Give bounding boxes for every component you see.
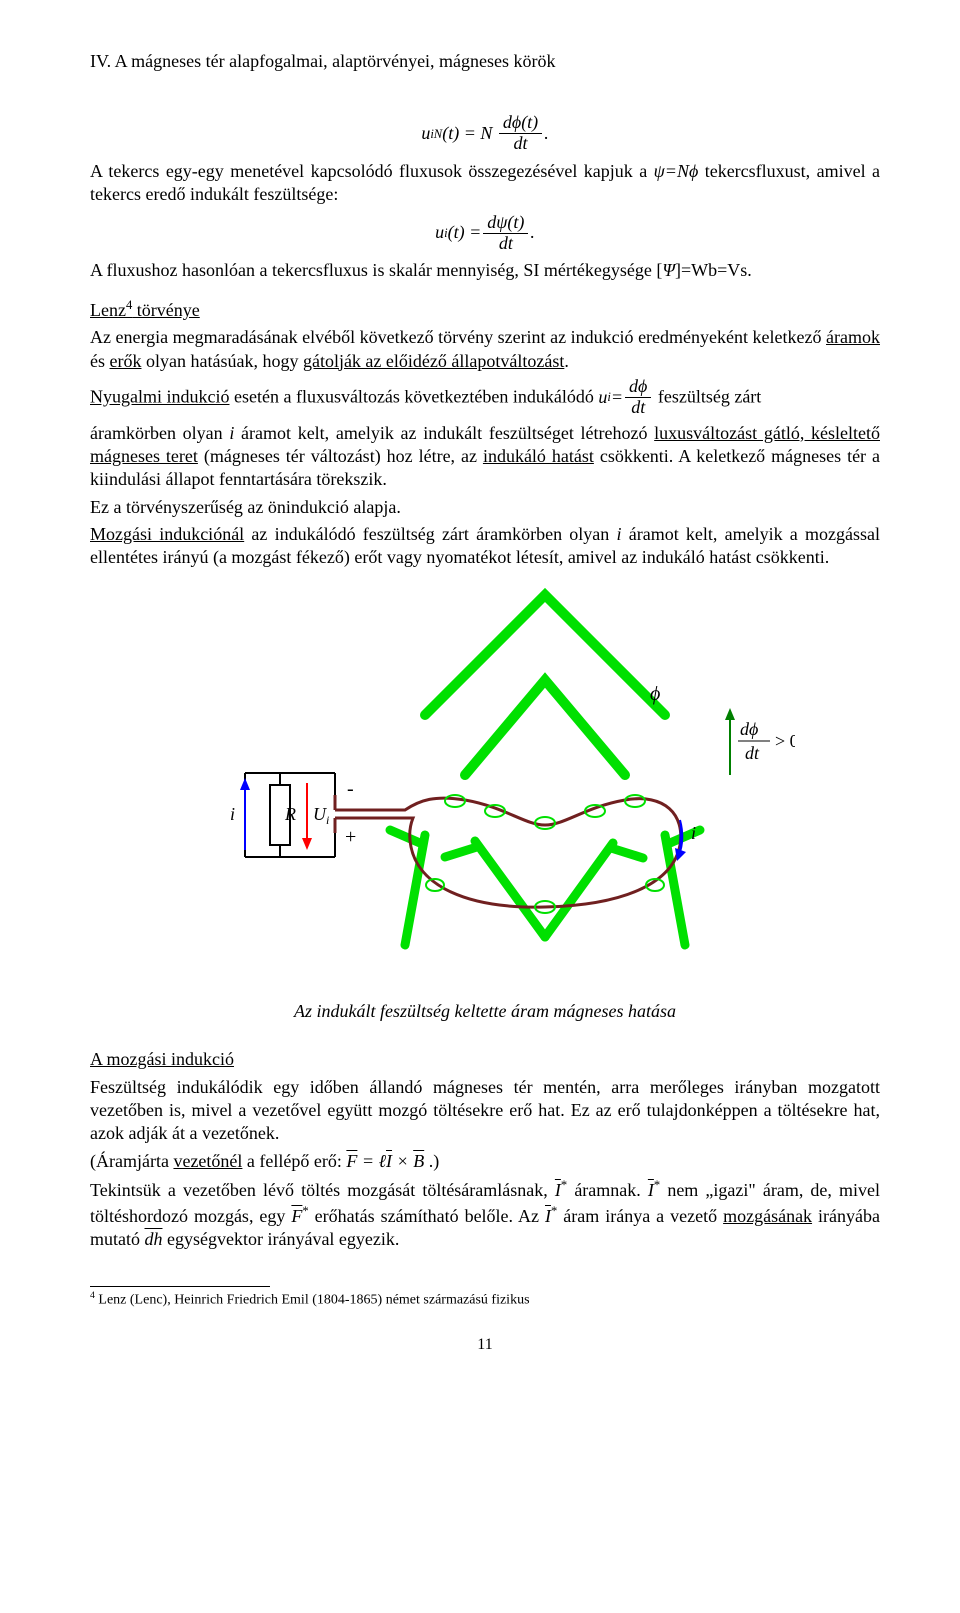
section-2-heading: A mozgási indukció <box>90 1048 880 1071</box>
label-phi: ϕ <box>650 683 660 705</box>
svg-text:> 0: > 0 <box>775 731 795 751</box>
para-6: Ez a törvényszerűség az önindukció alapj… <box>90 496 880 519</box>
label-Ui: Ui <box>313 804 329 827</box>
footnote-4: 4 Lenz (Lenc), Heinrich Friedrich Emil (… <box>90 1290 880 1310</box>
para-1: A tekercs egy-egy menetével kapcsolódó f… <box>90 160 880 207</box>
svg-text:dϕ: dϕ <box>740 719 758 739</box>
para-4: Nyugalmi indukció esetén a fluxusváltozá… <box>90 377 880 418</box>
para-7: Mozgási indukciónál az indukálódó feszül… <box>90 523 880 570</box>
label-i-right: i <box>691 823 696 843</box>
figure-lenz: i R Ui - + i ϕ dϕ dt > 0 Az indukált fes… <box>175 585 795 1023</box>
lenz-diagram-svg: i R Ui - + i ϕ dϕ dt > 0 <box>175 585 795 985</box>
page-header: IV. A mágneses tér alapfogalmai, alaptör… <box>90 50 880 73</box>
label-minus: - <box>347 778 354 800</box>
equation-1: uiN(t) = N dϕ(t)dt . <box>90 113 880 154</box>
para-3: Az energia megmaradásának elvéből követk… <box>90 326 880 373</box>
page-number: 11 <box>90 1335 880 1356</box>
svg-text:dt: dt <box>745 743 760 763</box>
para-5: áramkörben olyan i áramot kelt, amelyik … <box>90 422 880 492</box>
footnote-rule <box>90 1286 270 1287</box>
para-8: Feszültség indukálódik egy időben álland… <box>90 1076 880 1146</box>
equation-2: ui(t) = dψ(t)dt . <box>90 213 880 254</box>
figure-caption: Az indukált feszültség keltette áram mág… <box>175 1000 795 1023</box>
para-9: (Áramjárta vezetőnél a fellépő erő: F = … <box>90 1150 880 1173</box>
label-plus: + <box>345 826 356 848</box>
lenz-heading: Lenz4 törvénye <box>90 297 880 322</box>
label-R: R <box>284 804 296 824</box>
para-2: A fluxushoz hasonlóan a tekercsfluxus is… <box>90 259 880 282</box>
label-i-left: i <box>230 804 235 824</box>
para-10: Tekintsük a vezetőben lévő töltés mozgás… <box>90 1177 880 1251</box>
